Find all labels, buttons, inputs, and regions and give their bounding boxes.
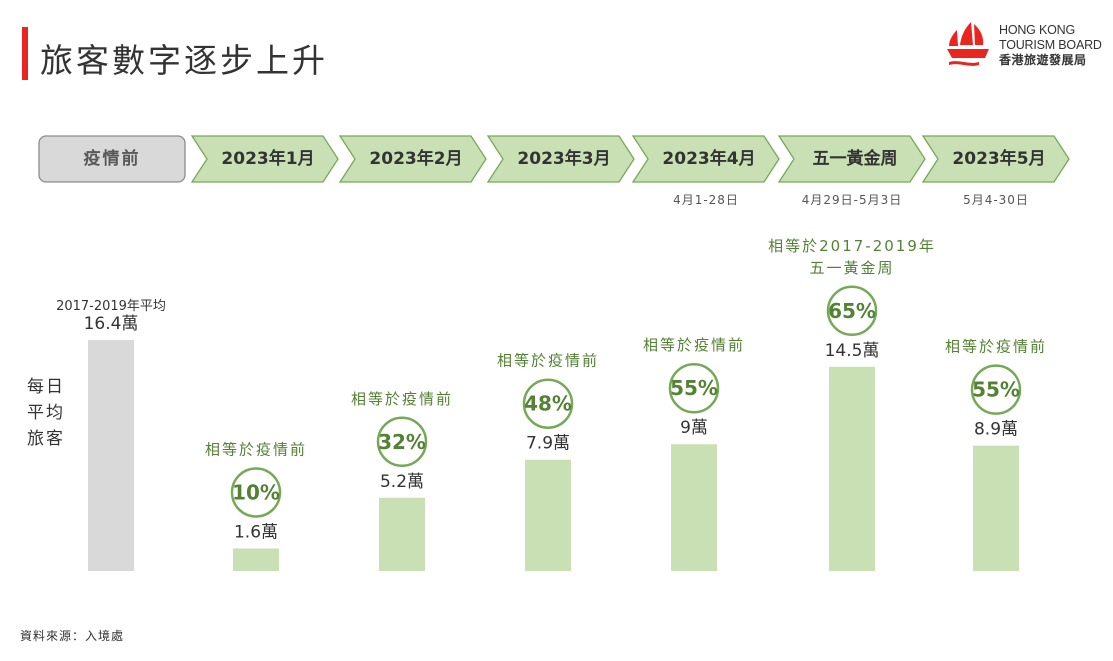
bar-value-label: 16.4萬 [84, 314, 139, 334]
y-axis-label-line: 平均 [27, 403, 65, 423]
bar [829, 366, 875, 571]
percent-badge [376, 416, 428, 468]
timeline-stage-date: 4月1-28日 [673, 193, 739, 207]
timeline-stage-label: 2023年1月 [221, 149, 315, 169]
page-title: 旅客數字逐步上升 [40, 41, 328, 80]
bar-note: 相等於疫情前 [945, 338, 1047, 356]
percent-label: 65% [828, 299, 876, 323]
timeline-stage-label: 2023年5月 [952, 149, 1046, 169]
timeline-stage-chevron [631, 135, 780, 183]
bar [233, 548, 279, 571]
bar-value-label: 9萬 [680, 418, 708, 438]
junk-boat-logo-icon [947, 22, 989, 66]
bar-note: 相等於疫情前 [351, 390, 453, 408]
timeline-pre-label: 疫情前 [83, 149, 141, 169]
bar-note: 五一黃金周 [809, 259, 894, 277]
percent-badge [230, 467, 282, 518]
bar-note: 相等於2017-2019年 [768, 237, 936, 255]
timeline-pre-box [38, 135, 186, 183]
percent-label: 48% [524, 392, 572, 416]
title-accent-bar [22, 27, 28, 80]
bar-note: 相等於疫情前 [205, 440, 307, 458]
timeline-stage-chevron [921, 135, 1070, 183]
timeline-stage-date: 5月4-30日 [963, 193, 1029, 207]
timeline-stage-chevron [338, 135, 487, 183]
bar-value-label: 5.2萬 [380, 472, 424, 492]
bar [525, 459, 571, 571]
bar-note: 2017-2019年平均 [56, 299, 166, 314]
timeline-stage-label: 五一黃金周 [812, 149, 898, 169]
timeline-stage-chevron [486, 135, 635, 183]
percent-label: 32% [378, 430, 426, 454]
percent-badge [826, 285, 878, 337]
bar [671, 444, 717, 571]
timeline [38, 135, 1070, 183]
percent-label: 55% [972, 378, 1020, 402]
bar-value-label: 14.5萬 [825, 341, 880, 361]
timeline-stage-chevron [190, 135, 339, 183]
bar-note: 相等於疫情前 [643, 336, 745, 354]
percent-badge [522, 378, 574, 429]
timeline-stage-label: 2023年3月 [517, 149, 611, 169]
logo-line-1: HONG KONG [999, 23, 1075, 37]
y-axis-label-line: 旅客 [27, 429, 65, 449]
bar-value-label: 7.9萬 [526, 434, 570, 454]
bar-value-label: 1.6萬 [234, 522, 278, 542]
logo-line-3: 香港旅遊發展局 [999, 53, 1087, 67]
source-note: 資料來源：入境處 [20, 629, 125, 643]
timeline-stage-chevron [777, 135, 926, 183]
bar-note: 相等於疫情前 [497, 352, 599, 370]
bar-value-label: 8.9萬 [974, 420, 1018, 440]
percent-badge [970, 364, 1022, 415]
timeline-stage-date: 4月29日-5月3日 [801, 193, 903, 207]
percent-label: 55% [670, 376, 718, 400]
timeline-stage-label: 2023年2月 [369, 149, 463, 169]
logo: HONG KONG TOURISM BOARD 香港旅遊發展局 [943, 18, 1108, 78]
y-axis-label: 每日 平均 旅客 [27, 374, 67, 452]
timeline-stage-label: 2023年4月 [662, 149, 756, 169]
logo-line-2: TOURISM BOARD [999, 38, 1102, 52]
y-axis-label-line: 每日 [27, 377, 65, 397]
percent-label: 10% [232, 480, 280, 504]
bar [379, 497, 425, 571]
bar [973, 445, 1019, 571]
bar [88, 340, 134, 571]
percent-badge [668, 362, 720, 414]
